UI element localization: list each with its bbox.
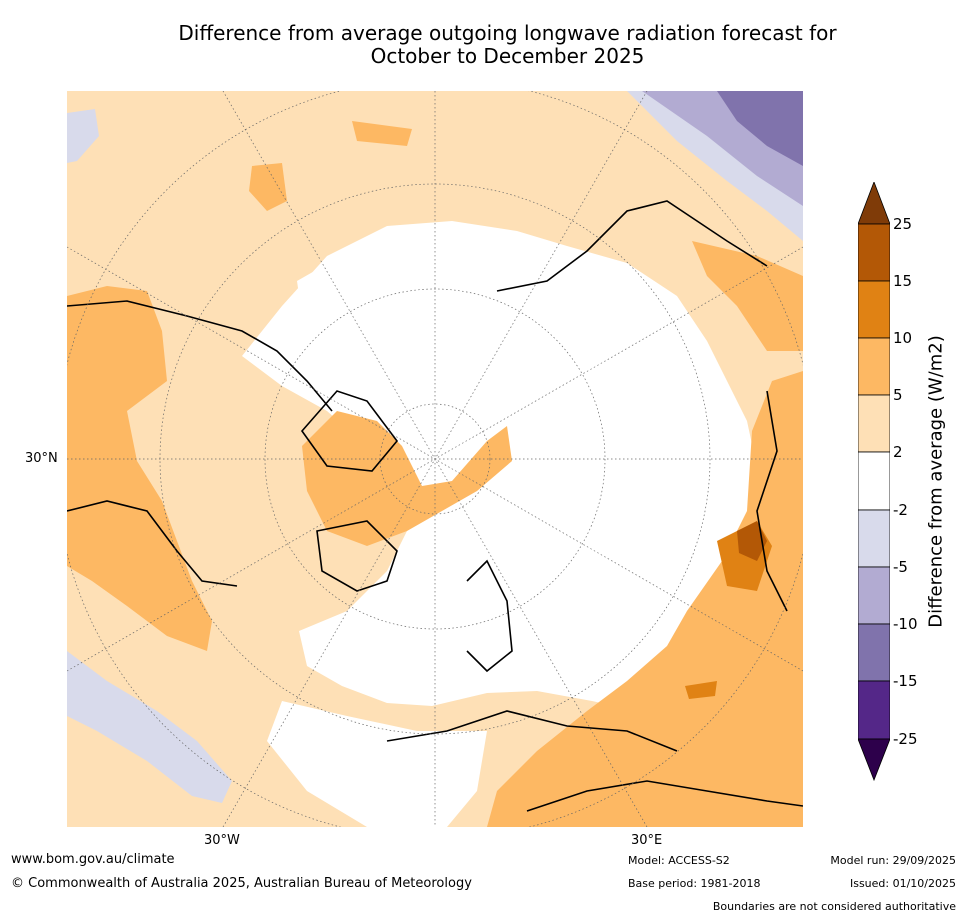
colorbar-segment-above-25 — [858, 182, 890, 225]
longitude-label-30w: 30°W — [204, 833, 240, 848]
region-east-pacific — [67, 651, 232, 803]
region-baffin-greenland-strip — [302, 411, 512, 546]
region-west-atlantic-corner — [67, 109, 99, 163]
colorbar-axis-label: Difference from average (W/m2) — [925, 335, 947, 628]
region-india-patch — [685, 681, 717, 699]
colorbar-tick-neg15: -15 — [893, 672, 918, 690]
colorbar-segment-neg15-neg10 — [858, 623, 890, 682]
colorbar-segment-below-neg25 — [858, 738, 890, 782]
colorbar-segment-15-25 — [858, 223, 890, 282]
latitude-label-30n: 30°N — [25, 451, 58, 466]
region-east-asia-hotspot — [737, 521, 767, 561]
footer-disclaimer: Boundaries are not considered authoritat… — [712, 900, 956, 913]
colorbar-tick-neg5: -5 — [893, 558, 908, 576]
footer-website: www.bom.gov.au/climate — [11, 852, 175, 867]
title-line-1: Difference from average outgoing longwav… — [178, 21, 837, 45]
colorbar-segment-2-5 — [858, 394, 890, 453]
region-north-pacific-dark — [717, 91, 803, 166]
latitude-circle-60 — [159, 183, 711, 735]
colorbar-segment-10-15 — [858, 280, 890, 339]
colorbar-segment-5-10 — [858, 337, 890, 396]
colorbar-tick-neg25: -25 — [893, 730, 918, 748]
coast-greenland — [316, 520, 398, 592]
footer-copyright: © Commonwealth of Australia 2025, Austra… — [11, 876, 472, 891]
coast-north-america — [67, 300, 333, 412]
footer-model-run: Model run: 29/09/2025 — [830, 854, 956, 867]
region-siberia-band — [692, 241, 803, 351]
colorbar-segment-neg25-neg15 — [858, 680, 890, 740]
title-line-2: October to December 2025 — [370, 44, 645, 68]
coast-arctic-islands — [300, 390, 399, 472]
region-north-america-central — [67, 286, 212, 651]
colorbar-tick-10: 10 — [893, 329, 913, 347]
meridian-60e — [67, 246, 803, 672]
region-atlantic-white — [267, 701, 487, 827]
chart-title: Difference from average outgoing longwav… — [100, 22, 915, 68]
colorbar-tick-15: 15 — [893, 272, 913, 290]
coast-east-asia — [756, 390, 788, 612]
colorbar-segment-neg10-neg5 — [858, 566, 890, 625]
longitude-label-30e: 30°E — [631, 833, 663, 848]
coast-mediterranean — [386, 710, 678, 752]
colorbar-tick-neg2: -2 — [893, 501, 908, 519]
graticule — [67, 91, 803, 827]
coast-scandinavia — [466, 559, 513, 673]
coast-eurasia — [496, 200, 768, 292]
map-svg — [67, 91, 803, 827]
colorbar-tick-neg10: -10 — [893, 615, 918, 633]
region-pacific-orange-patch — [249, 163, 287, 211]
colorbar-tick-2: 2 — [893, 443, 903, 461]
latitude-circle-70 — [264, 288, 606, 630]
colorbar-tick-25: 25 — [893, 215, 913, 233]
region-arctic-ocean-white — [297, 231, 447, 336]
colorbar — [858, 182, 890, 782]
footer-issued: Issued: 01/10/2025 — [849, 877, 956, 890]
region-central-asia-middle-east — [487, 371, 803, 827]
footer-model: Model: ACCESS-S2 — [628, 854, 730, 867]
colorbar-segment-neg2-2 — [858, 451, 890, 511]
polar-map — [67, 91, 803, 827]
coastlines — [67, 200, 803, 812]
footer-base-period: Base period: 1981-2018 — [628, 877, 761, 890]
colorbar-segment-neg5-neg2 — [858, 509, 890, 568]
colorbar-tick-5: 5 — [893, 386, 903, 404]
coast-africa — [526, 780, 803, 812]
region-pacific-orange-small — [352, 121, 412, 146]
coast-north-america-west — [67, 500, 238, 587]
